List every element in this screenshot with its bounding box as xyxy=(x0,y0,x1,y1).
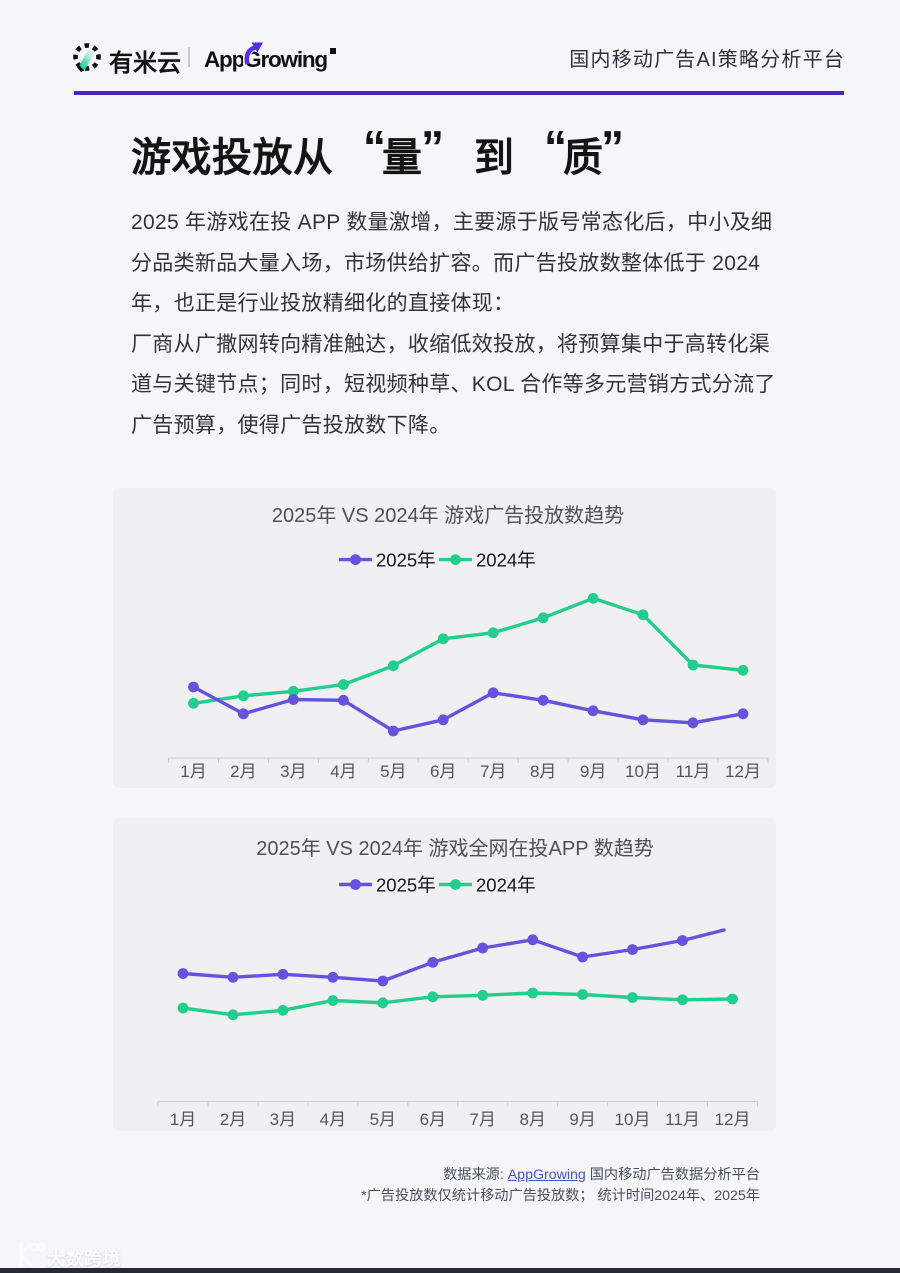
svg-text:4月: 4月 xyxy=(320,1110,346,1129)
svg-text:6月: 6月 xyxy=(430,762,456,781)
svg-text:12月: 12月 xyxy=(715,1110,751,1129)
svg-text:2024年: 2024年 xyxy=(476,550,536,571)
svg-text:4月: 4月 xyxy=(330,762,356,781)
svg-text:11月: 11月 xyxy=(665,1110,700,1129)
svg-text:5月: 5月 xyxy=(370,1110,396,1129)
svg-text:2025年: 2025年 xyxy=(376,550,436,571)
svg-text:8月: 8月 xyxy=(530,762,556,781)
svg-text:2024年: 2024年 xyxy=(476,875,536,896)
svg-text:2月: 2月 xyxy=(220,1110,246,1129)
svg-text:2025年 VS 2024年 游戏广告投放数趋势: 2025年 VS 2024年 游戏广告投放数趋势 xyxy=(272,504,624,527)
svg-text:11月: 11月 xyxy=(676,762,711,781)
svg-text:2025年 VS 2024年 游戏全网在投APP 数趋势: 2025年 VS 2024年 游戏全网在投APP 数趋势 xyxy=(256,837,654,860)
svg-text:7月: 7月 xyxy=(469,1110,495,1129)
svg-text:7月: 7月 xyxy=(480,762,506,781)
svg-text:2025年: 2025年 xyxy=(376,875,436,896)
svg-text:3月: 3月 xyxy=(280,762,306,781)
svg-text:6月: 6月 xyxy=(420,1110,446,1129)
svg-text:10月: 10月 xyxy=(615,1110,651,1129)
svg-text:9月: 9月 xyxy=(569,1110,595,1129)
svg-text:12月: 12月 xyxy=(725,762,761,781)
svg-text:1月: 1月 xyxy=(180,762,206,781)
svg-text:3月: 3月 xyxy=(270,1110,296,1129)
svg-text:2月: 2月 xyxy=(230,762,256,781)
svg-text:5月: 5月 xyxy=(380,762,406,781)
svg-text:8月: 8月 xyxy=(519,1110,545,1129)
svg-text:9月: 9月 xyxy=(580,762,606,781)
svg-text:1月: 1月 xyxy=(170,1110,196,1129)
svg-text:10月: 10月 xyxy=(625,762,661,781)
